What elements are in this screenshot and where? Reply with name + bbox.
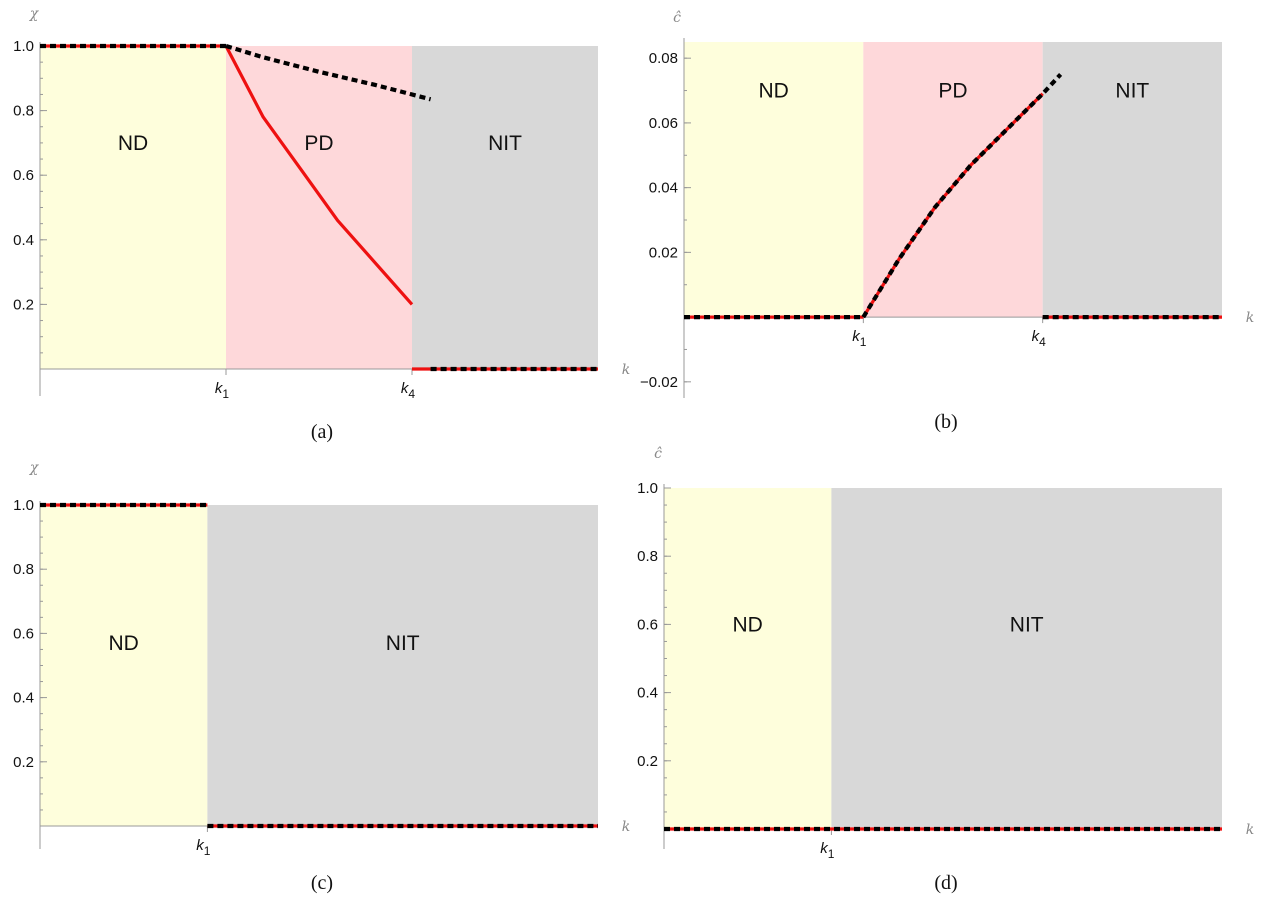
region-label-nd: ND (758, 80, 788, 103)
y-tick-label: 0.8 (13, 561, 34, 578)
x-mark-label: k1 (820, 840, 835, 861)
x-mark-label: k1 (215, 380, 230, 401)
region-pd (226, 46, 412, 369)
region-label-pd: PD (938, 80, 967, 103)
y-tick-label: 0.8 (637, 548, 658, 565)
y-tick-label: 1.0 (13, 38, 34, 55)
y-axis-label: χ (29, 460, 40, 476)
region-label-nd: ND (733, 613, 763, 636)
region-label-nit: NIT (1010, 613, 1044, 636)
y-tick-label: 1.0 (637, 480, 658, 497)
x-mark-subscript: 4 (408, 387, 415, 401)
x-mark-symbol: k (196, 837, 205, 854)
x-mark-label: k4 (1032, 328, 1047, 349)
y-tick-label: 0.4 (637, 685, 658, 702)
x-mark-symbol: k (852, 328, 861, 345)
panel-caption: (b) (934, 411, 957, 433)
y-tick-label: 1.0 (13, 497, 34, 514)
y-tick-label: 0.6 (13, 625, 34, 642)
region-label-nd: ND (109, 632, 139, 655)
y-tick-label: 0.4 (13, 690, 34, 707)
y-tick-label: −0.02 (640, 374, 678, 391)
y-tick-label: 0.2 (13, 296, 34, 313)
series-line-red (224, 45, 414, 306)
x-mark-symbol: k (401, 380, 410, 397)
region-nit (1042, 42, 1222, 318)
y-axis-label: ĉ (673, 10, 681, 26)
x-mark-symbol: k (820, 840, 829, 857)
x-mark-subscript: 1 (828, 847, 835, 861)
y-tick-label: 0.02 (649, 244, 678, 261)
panel-caption: (c) (311, 872, 333, 894)
y-tick-label: 0.04 (649, 180, 678, 197)
x-axis-label: k (1246, 822, 1254, 838)
x-axis-label: k (622, 362, 630, 378)
y-tick-label: 0.4 (13, 232, 34, 249)
region-label-pd: PD (304, 132, 333, 155)
x-mark-subscript: 1 (222, 387, 229, 401)
x-mark-subscript: 4 (1039, 335, 1046, 349)
y-tick-label: 0.06 (649, 115, 678, 132)
region-nit (412, 46, 598, 369)
y-tick-label: 0.08 (649, 50, 678, 67)
y-tick-label: 0.6 (637, 616, 658, 633)
series-line-dashed (225, 43, 432, 102)
x-axis-label: k (622, 819, 630, 835)
x-mark-label: k4 (401, 380, 416, 401)
region-label-nd: ND (118, 132, 148, 155)
y-axis-label: χ (29, 6, 40, 22)
region-nd (40, 505, 208, 826)
y-tick-label: 0.2 (13, 754, 34, 771)
x-mark-subscript: 1 (204, 844, 211, 858)
y-tick-label: 0.2 (637, 753, 658, 770)
panel-caption: (a) (311, 421, 333, 443)
region-nd (664, 488, 832, 829)
region-label-nit: NIT (386, 632, 420, 655)
x-axis-label: k (1246, 310, 1254, 326)
region-nit (831, 488, 1222, 829)
panel-caption: (d) (934, 872, 957, 894)
region-nit (207, 505, 598, 826)
x-mark-label: k1 (196, 837, 211, 858)
region-label-nit: NIT (488, 132, 522, 155)
y-tick-label: 0.8 (13, 103, 34, 120)
region-nd (684, 42, 864, 318)
x-mark-label: k1 (852, 328, 867, 349)
region-nd (40, 46, 226, 369)
y-axis-label: ĉ (654, 446, 662, 462)
y-tick-label: 0.6 (13, 167, 34, 184)
x-mark-subscript: 1 (860, 335, 867, 349)
region-label-nit: NIT (1115, 80, 1149, 103)
x-mark-symbol: k (215, 380, 224, 397)
x-mark-symbol: k (1032, 328, 1041, 345)
